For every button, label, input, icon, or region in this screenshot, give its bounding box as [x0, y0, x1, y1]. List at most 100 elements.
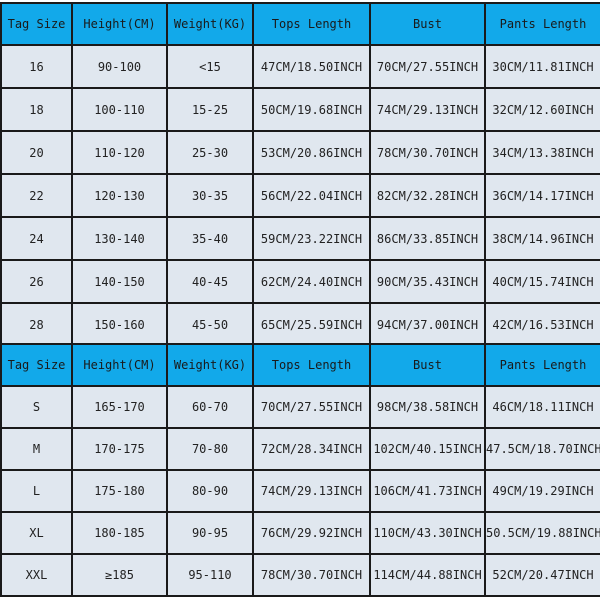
cell-weight: 25-30 [166, 130, 254, 175]
cell-tops-length: 78CM/30.70INCH [252, 553, 371, 597]
cell-tag-size: 26 [0, 259, 73, 304]
cell-pants-length: 49CM/19.29INCH [484, 469, 600, 513]
cell-pants-length: 34CM/13.38INCH [484, 130, 600, 175]
table-row: XL 180-185 90-95 76CM/29.92INCH 110CM/43.30I… [0, 511, 600, 555]
cell-tops-length: 72CM/28.34INCH [252, 427, 371, 471]
cell-bust: 74CM/29.13INCH [369, 87, 486, 132]
cell-tops-length: 76CM/29.92INCH [252, 511, 371, 555]
table-row: 18 100-110 15-25 50CM/19.68INCH 74CM/29.13IN… [0, 87, 600, 132]
cell-height: 130-140 [71, 216, 168, 261]
cell-tops-length: 59CM/23.22INCH [252, 216, 371, 261]
cell-tag-size: 20 [0, 130, 73, 175]
cell-height: 120-130 [71, 173, 168, 218]
cell-height: 175-180 [71, 469, 168, 513]
cell-tag-size: XXL [0, 553, 73, 597]
header-height: Height(CM) [71, 2, 168, 46]
cell-pants-length: 52CM/20.47INCH [484, 553, 600, 597]
table-row: 20 110-120 25-30 53CM/20.86INCH 78CM/30.70IN… [0, 130, 600, 175]
cell-tops-length: 56CM/22.04INCH [252, 173, 371, 218]
header-pants-length: Pants Length [484, 343, 600, 387]
cell-tag-size: 28 [0, 302, 73, 347]
cell-bust: 114CM/44.88INCH [369, 553, 486, 597]
header-height: Height(CM) [71, 343, 168, 387]
table-row: M 170-175 70-80 72CM/28.34INCH 102CM/40.15IN… [0, 427, 600, 471]
cell-tops-length: 65CM/25.59INCH [252, 302, 371, 347]
cell-bust: 102CM/40.15INCH [369, 427, 486, 471]
cell-height: 110-120 [71, 130, 168, 175]
header-tag-size: Tag Size [0, 2, 73, 46]
cell-tag-size: S [0, 385, 73, 429]
cell-height: 140-150 [71, 259, 168, 304]
cell-tag-size: 22 [0, 173, 73, 218]
header-tag-size: Tag Size [0, 343, 73, 387]
cell-bust: 110CM/43.30INCH [369, 511, 486, 555]
cell-weight: 35-40 [166, 216, 254, 261]
table-row: 16 90-100 <15 47CM/18.50INCH 70CM/27.55INCH 3… [0, 44, 600, 89]
cell-pants-length: 47.5CM/18.70INCH [484, 427, 600, 471]
table-row: 24 130-140 35-40 59CM/23.22INCH 86CM/33.85IN… [0, 216, 600, 261]
cell-tag-size: M [0, 427, 73, 471]
cell-tag-size: XL [0, 511, 73, 555]
cell-weight: 70-80 [166, 427, 254, 471]
cell-weight: 80-90 [166, 469, 254, 513]
cell-tops-length: 70CM/27.55INCH [252, 385, 371, 429]
cell-pants-length: 38CM/14.96INCH [484, 216, 600, 261]
cell-height: 100-110 [71, 87, 168, 132]
cell-tag-size: 18 [0, 87, 73, 132]
table-row: S 165-170 60-70 70CM/27.55INCH 98CM/38.58INC… [0, 385, 600, 429]
cell-bust: 94CM/37.00INCH [369, 302, 486, 347]
cell-pants-length: 36CM/14.17INCH [484, 173, 600, 218]
cell-weight: 40-45 [166, 259, 254, 304]
cell-weight: 60-70 [166, 385, 254, 429]
cell-tag-size: 24 [0, 216, 73, 261]
cell-weight: 15-25 [166, 87, 254, 132]
cell-bust: 90CM/35.43INCH [369, 259, 486, 304]
cell-height: 150-160 [71, 302, 168, 347]
cell-bust: 98CM/38.58INCH [369, 385, 486, 429]
cell-weight: 90-95 [166, 511, 254, 555]
header-bust: Bust [369, 2, 486, 46]
cell-weight: <15 [166, 44, 254, 89]
table-row: XXL ≥185 95-110 78CM/30.70INCH 114CM/44.88IN… [0, 553, 600, 597]
cell-bust: 106CM/41.73INCH [369, 469, 486, 513]
kids-size-table: Tag Size Height(CM) Weight(KG) Tops Length B… [0, 2, 600, 347]
cell-weight: 30-35 [166, 173, 254, 218]
cell-tops-length: 74CM/29.13INCH [252, 469, 371, 513]
cell-bust: 70CM/27.55INCH [369, 44, 486, 89]
cell-bust: 78CM/30.70INCH [369, 130, 486, 175]
cell-pants-length: 30CM/11.81INCH [484, 44, 600, 89]
header-weight: Weight(KG) [166, 2, 254, 46]
cell-tops-length: 62CM/24.40INCH [252, 259, 371, 304]
cell-tops-length: 50CM/19.68INCH [252, 87, 371, 132]
table-row: 26 140-150 40-45 62CM/24.40INCH 90CM/35.43IN… [0, 259, 600, 304]
cell-tops-length: 53CM/20.86INCH [252, 130, 371, 175]
header-weight: Weight(KG) [166, 343, 254, 387]
adult-size-table: Tag Size Height(CM) Weight(KG) Tops Length B… [0, 343, 600, 597]
header-pants-length: Pants Length [484, 2, 600, 46]
cell-height: ≥185 [71, 553, 168, 597]
cell-tag-size: L [0, 469, 73, 513]
header-row: Tag Size Height(CM) Weight(KG) Tops Length B… [0, 343, 600, 387]
table-row: 28 150-160 45-50 65CM/25.59INCH 94CM/37.00IN… [0, 302, 600, 347]
table-row: 22 120-130 30-35 56CM/22.04INCH 82CM/32.28IN… [0, 173, 600, 218]
cell-pants-length: 42CM/16.53INCH [484, 302, 600, 347]
cell-pants-length: 32CM/12.60INCH [484, 87, 600, 132]
cell-height: 170-175 [71, 427, 168, 471]
cell-pants-length: 46CM/18.11INCH [484, 385, 600, 429]
cell-weight: 95-110 [166, 553, 254, 597]
table-row: L 175-180 80-90 74CM/29.13INCH 106CM/41.73IN… [0, 469, 600, 513]
cell-height: 165-170 [71, 385, 168, 429]
cell-bust: 86CM/33.85INCH [369, 216, 486, 261]
header-bust: Bust [369, 343, 486, 387]
cell-bust: 82CM/32.28INCH [369, 173, 486, 218]
cell-height: 180-185 [71, 511, 168, 555]
cell-height: 90-100 [71, 44, 168, 89]
cell-pants-length: 40CM/15.74INCH [484, 259, 600, 304]
cell-tops-length: 47CM/18.50INCH [252, 44, 371, 89]
cell-tag-size: 16 [0, 44, 73, 89]
header-row: Tag Size Height(CM) Weight(KG) Tops Length B… [0, 2, 600, 46]
header-tops-length: Tops Length [252, 2, 371, 46]
cell-pants-length: 50.5CM/19.88INCH [484, 511, 600, 555]
header-tops-length: Tops Length [252, 343, 371, 387]
cell-weight: 45-50 [166, 302, 254, 347]
